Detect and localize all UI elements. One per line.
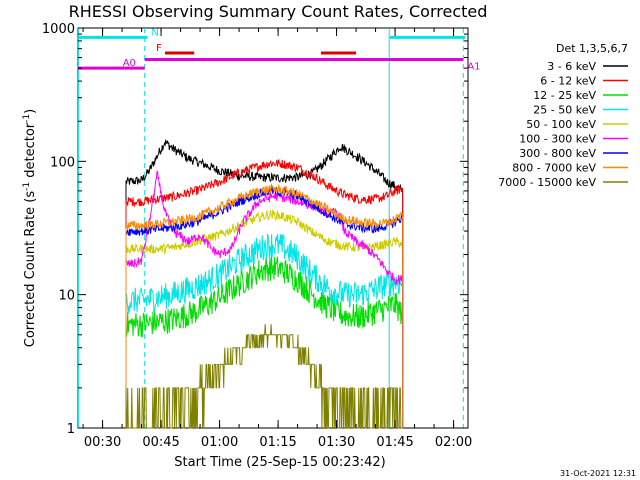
y-axis-label-sup1: -1 bbox=[22, 182, 32, 191]
y-tick-label: 1 bbox=[67, 422, 75, 437]
x-tick-label: 00:45 bbox=[142, 435, 179, 450]
series-line bbox=[125, 208, 404, 429]
y-axis-ticks: 1 10 100 1000 bbox=[42, 22, 468, 437]
legend-entry-label: 300 - 800 keV bbox=[519, 147, 596, 160]
legend-entry-label: 100 - 300 keV bbox=[519, 133, 596, 146]
series-line bbox=[125, 233, 404, 429]
flag-label-n: N bbox=[151, 27, 158, 38]
y-axis-label-mid: detector bbox=[23, 122, 38, 182]
plot-area bbox=[77, 27, 469, 429]
legend-entry-label: 25 - 50 keV bbox=[533, 104, 596, 117]
vertical-markers bbox=[77, 28, 464, 428]
y-tick-label: 100 bbox=[50, 155, 75, 170]
flag-label-f: F bbox=[156, 43, 162, 54]
x-tick-label: 00:30 bbox=[84, 435, 121, 450]
legend-entry-label: 3 - 6 keV bbox=[547, 60, 596, 73]
plot-frame bbox=[77, 27, 469, 429]
x-tick-label: 01:30 bbox=[318, 435, 355, 450]
series-line bbox=[125, 183, 404, 429]
legend-entry-label: 6 - 12 keV bbox=[540, 75, 596, 88]
legend-title: Det 1,3,5,6,7 bbox=[556, 42, 628, 55]
x-tick-label: 01:00 bbox=[201, 435, 238, 450]
series-line bbox=[125, 170, 404, 429]
series-line bbox=[125, 159, 404, 429]
y-tick-label: 10 bbox=[58, 289, 75, 304]
series-line bbox=[125, 186, 404, 429]
x-axis-label: Start Time (25-Sep-15 00:23:42) bbox=[174, 455, 385, 470]
y-axis-label-end: ) bbox=[23, 109, 38, 114]
observing-flag-bars: NF A0 A1 bbox=[78, 27, 481, 73]
y-axis-label-sup2: -1 bbox=[22, 114, 32, 123]
series-line bbox=[125, 255, 404, 429]
legend-entry-label: 50 - 100 keV bbox=[526, 118, 596, 131]
chart-title: RHESSI Observing Summary Count Rates, Co… bbox=[69, 2, 488, 21]
x-axis-ticks: 00:30 00:45 01:00 01:15 01:30 01:45 02:00 bbox=[82, 28, 472, 450]
flag-label-a0: A0 bbox=[123, 58, 136, 69]
series-line bbox=[125, 324, 403, 429]
x-tick-label: 02:00 bbox=[435, 435, 472, 450]
legend-entry-label: 800 - 7000 keV bbox=[512, 162, 596, 175]
y-axis-label: Corrected Count Rate (s-1 detector-1) bbox=[22, 109, 38, 347]
legend-entry-label: 7000 - 15000 keV bbox=[498, 176, 596, 189]
x-tick-label: 01:45 bbox=[376, 435, 413, 450]
y-tick-label: 1000 bbox=[42, 22, 75, 37]
x-tick-label: 01:15 bbox=[259, 435, 296, 450]
series-line bbox=[125, 139, 404, 429]
footer-date: 31-Oct-2021 12:31 bbox=[560, 469, 636, 478]
flag-label-a1: A1 bbox=[467, 62, 480, 73]
y-axis-label-main: Corrected Count Rate (s bbox=[23, 191, 38, 348]
legend-entry-label: 12 - 25 keV bbox=[533, 89, 596, 102]
data-series bbox=[125, 139, 404, 429]
